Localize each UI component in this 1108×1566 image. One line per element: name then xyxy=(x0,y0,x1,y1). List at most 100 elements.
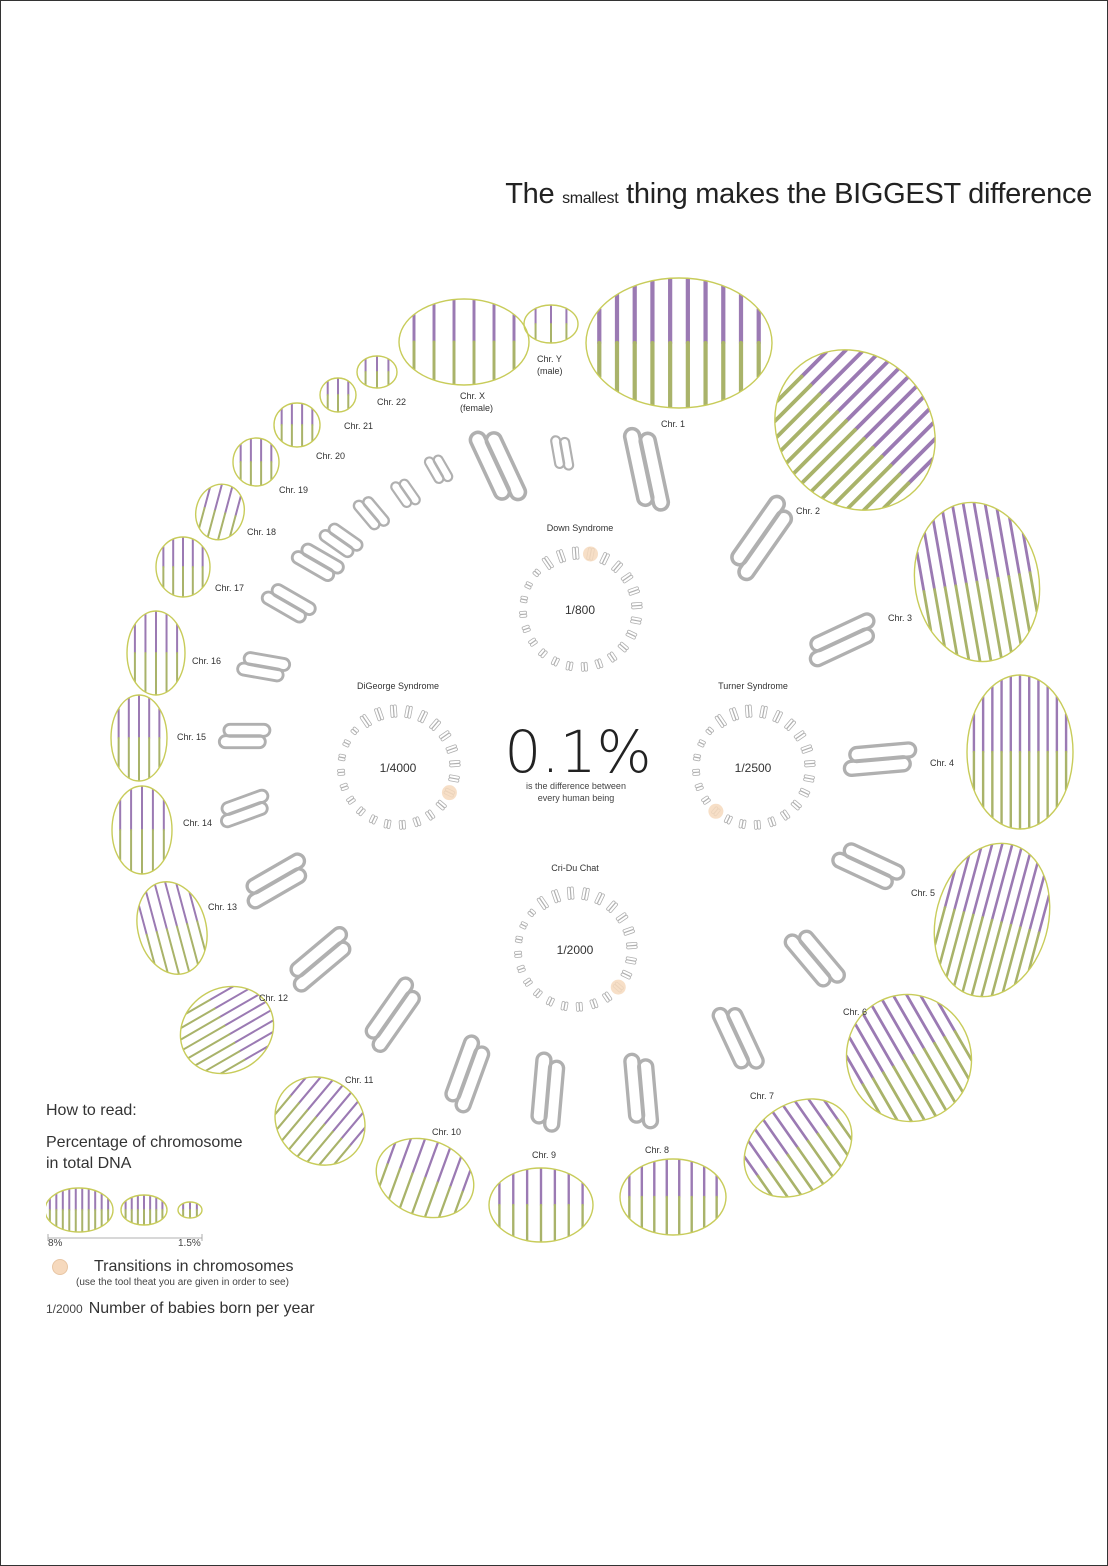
stripe xyxy=(816,1132,843,1169)
mini-pill-pair xyxy=(627,586,640,596)
stripe xyxy=(234,494,242,518)
page-title: The smallest thing makes the BIGGEST dif… xyxy=(505,178,1092,211)
stripe xyxy=(318,1137,343,1166)
pill xyxy=(543,1059,566,1133)
chromosome-8 xyxy=(619,1158,727,1236)
stripe xyxy=(233,1019,275,1044)
stripe xyxy=(880,998,916,1057)
pill-pair-9 xyxy=(530,1051,566,1133)
stripe xyxy=(775,374,804,403)
mini-pill-pair xyxy=(528,637,538,647)
stripe xyxy=(153,883,168,931)
mini-pill-pair xyxy=(435,799,447,811)
syndrome-ratio: 1/2000 xyxy=(557,943,594,957)
legend-ellipse-small xyxy=(177,1201,203,1219)
stripe xyxy=(164,880,179,928)
mini-pill-pair xyxy=(701,795,711,805)
stripe xyxy=(436,1147,452,1184)
stripe xyxy=(871,1077,899,1122)
transition-dot-icon xyxy=(52,1258,68,1275)
stripe xyxy=(941,510,958,588)
pill xyxy=(737,509,794,582)
stripe xyxy=(975,580,993,663)
mini-pill-pair xyxy=(350,726,359,736)
mini-pill-pair xyxy=(514,950,523,958)
pill-pair-13 xyxy=(245,852,308,910)
stripe xyxy=(986,578,1003,660)
chromosome-label: Chr. 13 xyxy=(208,902,237,912)
legend-ellipse-medium xyxy=(120,1194,168,1226)
mini-pill-pair xyxy=(692,753,702,762)
pill-pair-7 xyxy=(711,1006,765,1070)
mini-pill-pair xyxy=(589,998,599,1010)
ellipse-outline xyxy=(913,501,1041,663)
stripe xyxy=(784,410,840,465)
ellipse-outline xyxy=(488,1167,594,1243)
legend-ellipses xyxy=(44,1187,203,1241)
pill xyxy=(364,976,415,1040)
stripe xyxy=(996,576,1013,654)
chromosome-label: Chr. 9 xyxy=(532,1150,556,1160)
stripe xyxy=(836,1118,853,1141)
pill-pair-22 xyxy=(423,454,454,484)
chromosome-sublabel: (male) xyxy=(537,366,563,376)
stripe xyxy=(340,1111,365,1140)
mini-pill-pair xyxy=(790,799,802,811)
stripe xyxy=(888,420,936,468)
ellipse-outline xyxy=(356,355,398,389)
stripe xyxy=(218,993,260,1019)
ellipse-outline xyxy=(319,377,357,413)
stripe xyxy=(919,994,947,1039)
stripe xyxy=(747,1139,770,1171)
stripe xyxy=(817,349,865,397)
mini-pill-pair xyxy=(625,629,638,640)
stripe xyxy=(933,906,947,946)
mini-pill-pair xyxy=(519,921,528,930)
stripe xyxy=(223,1000,267,1027)
stripe xyxy=(411,1137,427,1175)
stripe xyxy=(906,457,935,486)
mini-pill-pair xyxy=(383,819,392,829)
stripe xyxy=(398,1172,414,1209)
mini-pill-pair xyxy=(575,1001,583,1012)
chromosome-12 xyxy=(179,985,275,1075)
ellipse-outline xyxy=(177,1201,203,1219)
stripe xyxy=(922,1047,957,1104)
ellipse-outline xyxy=(155,536,211,598)
stripe xyxy=(861,472,902,513)
mini-pill-pair xyxy=(738,819,747,829)
legend-transitions: Transitions in chromosomes (use the tool… xyxy=(46,1258,376,1288)
stripe xyxy=(845,463,893,511)
mini-pill-pair xyxy=(571,546,580,560)
stripe xyxy=(892,1065,926,1122)
stripe xyxy=(905,993,936,1045)
pill-pair-10 xyxy=(444,1034,491,1114)
pill xyxy=(559,436,575,471)
legend-ratio-example: 1/2000 xyxy=(46,1302,83,1316)
stripe xyxy=(208,985,235,1002)
chromosome-label: Chr. 12 xyxy=(259,993,288,1003)
pill xyxy=(730,494,787,567)
stripe xyxy=(289,1076,307,1098)
mini-pill-pair xyxy=(533,988,543,999)
stripe xyxy=(187,1033,231,1060)
chromosome-label: Chr. 21 xyxy=(344,421,373,431)
mini-pill-pair xyxy=(429,718,441,731)
pill-pair-12 xyxy=(289,926,352,993)
chromosome-label: Chr. 6 xyxy=(843,1007,867,1017)
stripe xyxy=(229,515,237,538)
legend-ratio: 1/2000 Number of babies born per year xyxy=(46,1300,376,1318)
pill xyxy=(842,842,906,881)
stripe xyxy=(952,913,975,987)
stripe xyxy=(772,383,813,424)
mini-pill-pair xyxy=(560,1001,569,1011)
pill-pair-20 xyxy=(352,496,390,531)
stripe xyxy=(786,1153,814,1192)
stripe xyxy=(188,891,199,923)
stripe xyxy=(186,922,199,966)
mini-pill-pair xyxy=(519,610,528,618)
chromosome-label: Chr. 4 xyxy=(930,758,954,768)
stripe xyxy=(771,1110,800,1150)
pill xyxy=(484,431,528,502)
